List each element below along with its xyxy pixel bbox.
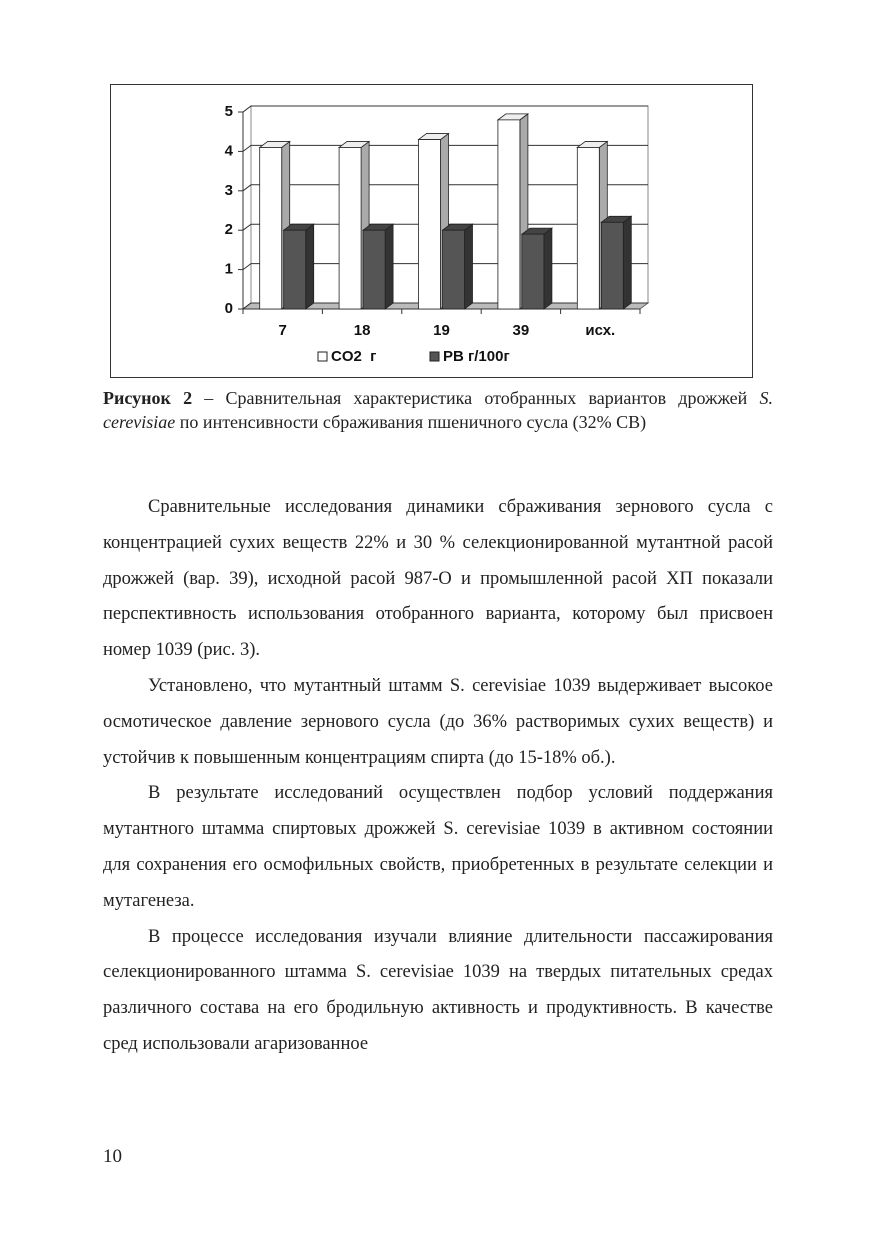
bar: [521, 233, 545, 310]
legend-swatch: [429, 351, 440, 362]
bar: [600, 221, 624, 310]
x-tick-label: 39: [513, 322, 530, 339]
paragraph: В процессе исследования изучали влияние …: [103, 926, 773, 1054]
y-tick-label: 5: [225, 103, 233, 120]
bar: [576, 147, 600, 310]
bar: [362, 229, 386, 310]
bar-side: [384, 223, 394, 310]
paragraph: Установлено, что мутантный штамм S. cere…: [103, 675, 773, 768]
paragraph: Сравнительные исследования динамики сбра…: [103, 497, 773, 661]
x-tick-label: 7: [279, 322, 287, 339]
caption-text: по интенсивности сбраживания пшеничного …: [179, 412, 647, 432]
y-tick-label: 1: [225, 261, 233, 278]
bar-side: [622, 215, 632, 310]
legend-label: CO2 г: [331, 348, 376, 365]
grid-line: [242, 105, 648, 113]
y-tick-label: 4: [225, 142, 234, 159]
body-text: Сравнительные исследования динамики сбра…: [103, 490, 773, 1063]
y-tick-label: 3: [225, 182, 233, 199]
caption-label: Рисунок 2: [103, 388, 193, 408]
y-tick-label: 0: [225, 300, 233, 317]
caption-text: – Сравнительная характеристика отобранны…: [204, 388, 748, 408]
bar: [338, 147, 362, 310]
bar-side: [464, 223, 473, 310]
figure-caption: Рисунок 2 – Сравнительная характеристика…: [103, 386, 773, 434]
bar: [418, 139, 441, 310]
bar-side: [305, 223, 315, 310]
x-tick-label: 19: [433, 322, 450, 339]
bar: [259, 147, 283, 310]
side-wall: [242, 105, 252, 310]
x-tick-label: 18: [354, 322, 371, 339]
bar: [283, 229, 307, 310]
paragraph: В результате исследований осуществлен по…: [103, 783, 773, 911]
caption-species: S. cerevisiae: [103, 388, 773, 432]
chart: 0 1 2 3 4 5 7 18 19 39 исх. CO2 г РВ г/100г: [110, 84, 753, 378]
x-tick-label: исх.: [585, 322, 615, 339]
legend-swatch: [317, 351, 328, 362]
legend-label: РВ г/100г: [443, 348, 510, 365]
bar-side: [543, 227, 553, 310]
bar: [442, 229, 465, 310]
y-tick-label: 2: [225, 221, 233, 238]
bar: [497, 119, 521, 310]
page-number: 10: [103, 1146, 122, 1167]
